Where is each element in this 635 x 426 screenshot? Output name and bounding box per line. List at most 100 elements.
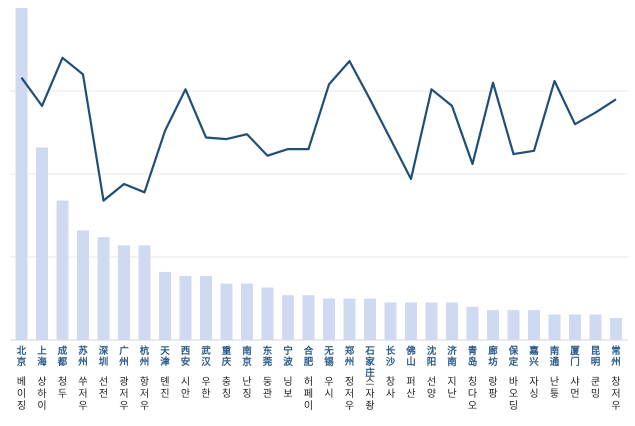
- category-label-zh: 宁波: [283, 345, 293, 368]
- category-label-zh: 石家庄: [364, 346, 375, 379]
- category-label-10: 重庆 충 칭: [221, 345, 232, 400]
- category-label-zh: 厦门: [570, 346, 580, 368]
- category-label-3: 苏州 쑤 저 우: [77, 345, 88, 412]
- category-label-zh: 常州: [610, 345, 621, 368]
- category-label-16: 郑州 정 저 우: [344, 345, 355, 412]
- category-label-24: 保定 바 오 딩: [508, 345, 519, 412]
- category-label-zh: 长沙: [386, 345, 396, 368]
- gridlines: [10, 90, 628, 341]
- category-label-20: 沈阳 선 양: [427, 345, 437, 400]
- category-labels: 北京 베 이 징 上海 상 하 이 成都 청 두 苏州 쑤 저 우 深圳 선 전 广州 광 저 우 杭州 항 저 우 天津 톈 진 西安 시…: [17, 345, 621, 412]
- category-label-7: 天津 톈 진: [160, 346, 170, 400]
- bar-1: [36, 147, 48, 340]
- bar-23: [487, 310, 499, 340]
- category-label-zh: 上海: [37, 345, 47, 368]
- bar-12: [261, 287, 274, 340]
- category-label-zh: 青岛: [468, 345, 478, 368]
- category-label-14: 合肥 허 페 이: [304, 345, 314, 412]
- category-label-29: 常州 창 저 우: [610, 345, 621, 412]
- category-label-8: 西安 시 안: [181, 346, 191, 400]
- category-label-zh: 杭州: [139, 345, 150, 368]
- bar-25: [528, 310, 540, 340]
- bar-9: [200, 275, 212, 340]
- bar-28: [589, 314, 602, 340]
- bar-21: [446, 302, 458, 340]
- category-label-zh: 佛山: [405, 345, 416, 368]
- category-label-zh: 武汉: [201, 345, 211, 368]
- line-path: [20, 56, 617, 202]
- bar-19: [405, 302, 417, 340]
- bar-20: [425, 302, 438, 340]
- category-label-zh: 天津: [160, 346, 170, 368]
- bar-11: [241, 283, 253, 340]
- bar-2: [56, 200, 69, 340]
- bar-10: [220, 283, 233, 340]
- category-label-zh: 济南: [447, 345, 457, 368]
- bar-22: [466, 306, 479, 340]
- category-label-1: 上海 상 하 이: [37, 345, 47, 412]
- category-label-zh: 重庆: [221, 345, 232, 368]
- category-label-zh: 无锡: [323, 346, 334, 368]
- category-label-9: 武汉 우 한: [201, 345, 211, 400]
- line-series: [20, 56, 617, 202]
- category-label-zh: 保定: [508, 345, 519, 368]
- bar-26: [548, 314, 561, 340]
- category-label-zh: 深圳: [99, 345, 109, 368]
- bar-4: [97, 237, 110, 340]
- category-label-0: 北京 베 이 징: [17, 345, 27, 412]
- category-label-zh: 嘉兴: [528, 345, 539, 368]
- category-label-zh: 东莞: [262, 345, 273, 368]
- bar-15: [323, 298, 335, 340]
- bar-8: [179, 275, 192, 340]
- category-label-zh: 南通: [550, 345, 560, 368]
- category-label-2: 成都 청 두: [57, 345, 68, 400]
- category-label-zh: 昆明: [591, 346, 601, 368]
- bar-13: [282, 295, 294, 340]
- category-label-zh: 广州: [118, 345, 129, 368]
- bar-24: [507, 310, 520, 340]
- category-label-12: 东莞 둥 관: [262, 345, 273, 400]
- bar-14: [302, 295, 315, 340]
- bar-29: [610, 318, 622, 340]
- category-label-28: 昆明 쿤 밍: [591, 346, 601, 400]
- bar-0: [15, 8, 28, 340]
- category-label-zh: 苏州: [77, 345, 88, 368]
- category-label-zh: 合肥: [304, 345, 314, 368]
- category-label-11: 南京 난 징: [242, 345, 252, 400]
- category-label-15: 无锡 우 시: [323, 346, 334, 400]
- category-label-4: 深圳 선 전: [99, 345, 109, 400]
- bar-6: [138, 245, 151, 340]
- bar-3: [77, 230, 89, 340]
- category-label-6: 杭州 항 저 우: [139, 345, 150, 412]
- category-label-zh: 成都: [57, 345, 68, 368]
- bar-7: [159, 271, 171, 340]
- category-label-zh: 沈阳: [427, 345, 437, 368]
- category-label-zh: 北京: [17, 345, 27, 368]
